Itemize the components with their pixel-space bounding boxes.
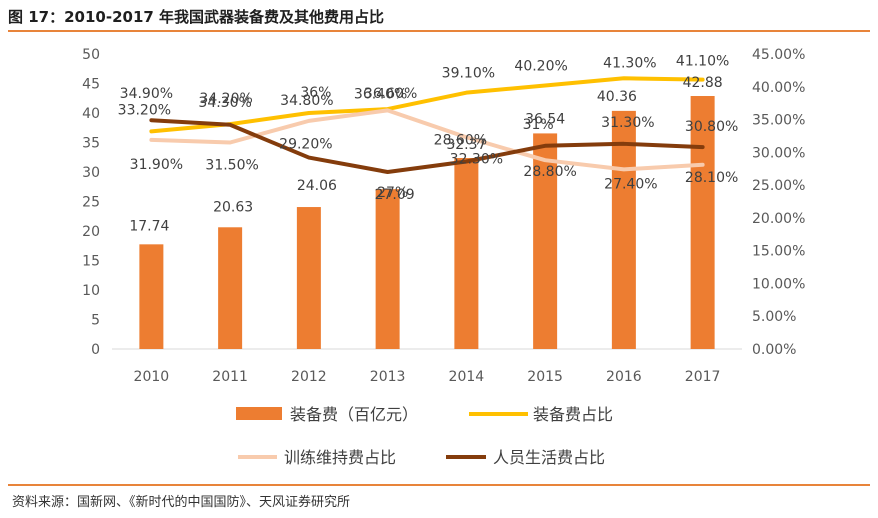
bar-equipment-cost bbox=[690, 96, 715, 350]
y2-axis-tick-label: 15.00% bbox=[752, 244, 805, 260]
chart-title: 图 17：2010-2017 年我国武器装备费及其他费用占比 bbox=[8, 8, 385, 26]
y-axis-tick-label: 40 bbox=[82, 106, 100, 122]
data-label-series-1: 36% bbox=[300, 85, 331, 101]
y2-axis-tick-label: 5.00% bbox=[752, 309, 796, 325]
bar-equipment-cost bbox=[139, 244, 164, 349]
data-label-equipment-cost: 24.06 bbox=[297, 178, 337, 194]
x-axis-tick-label: 2016 bbox=[606, 369, 642, 385]
y-axis-tick-label: 25 bbox=[82, 195, 100, 211]
y-axis-tick-label: 30 bbox=[82, 165, 100, 181]
data-label-equipment-cost: 40.36 bbox=[597, 89, 637, 105]
y-axis-tick-label: 20 bbox=[82, 224, 100, 240]
legend-label-training-share: 训练维持费占比 bbox=[284, 448, 396, 467]
x-axis-tick-label: 2011 bbox=[212, 369, 248, 385]
data-label-series-2: 34.80% bbox=[280, 93, 333, 109]
y-axis-tick-label: 50 bbox=[82, 47, 100, 63]
data-label-series-3: 30.80% bbox=[685, 119, 738, 135]
y2-axis-tick-label: 35.00% bbox=[752, 113, 805, 129]
y-axis-tick-label: 45 bbox=[82, 77, 100, 93]
bar-equipment-cost bbox=[296, 207, 321, 349]
legend-label-equipment-cost: 装备费（百亿元） bbox=[290, 405, 418, 424]
y2-axis-tick-label: 0.00% bbox=[752, 342, 796, 358]
legend-swatch-equipment-cost bbox=[236, 407, 282, 420]
bar-equipment-cost bbox=[533, 133, 558, 349]
data-label-series-1: 41.30% bbox=[603, 55, 656, 71]
y-axis-tick-label: 5 bbox=[91, 313, 100, 329]
data-label-series-1: 41.10% bbox=[676, 54, 729, 70]
x-axis-tick-label: 2013 bbox=[370, 369, 406, 385]
bar-equipment-cost bbox=[218, 227, 243, 349]
data-label-series-3: 34.90% bbox=[120, 86, 173, 102]
y2-axis-tick-label: 20.00% bbox=[752, 211, 805, 227]
x-axis-tick-label: 2014 bbox=[449, 369, 485, 385]
x-axis-tick-label: 2017 bbox=[685, 369, 721, 385]
data-label-series-3: 29.20% bbox=[279, 137, 332, 153]
y2-axis-tick-label: 45.00% bbox=[752, 47, 805, 63]
x-axis-tick-label: 2015 bbox=[527, 369, 563, 385]
data-label-equipment-cost: 17.74 bbox=[129, 218, 169, 234]
data-label-series-3: 27% bbox=[377, 185, 408, 201]
y-axis-tick-label: 15 bbox=[82, 254, 100, 270]
data-label-series-3: 28.60% bbox=[434, 133, 487, 149]
line-series-1 bbox=[149, 76, 705, 134]
data-label-equipment-cost: 42.88 bbox=[683, 75, 723, 91]
data-label-series-2: 31.50% bbox=[205, 158, 258, 174]
data-label-series-1: 33.20% bbox=[118, 102, 171, 118]
source-note: 资料来源：国新网、《新时代的中国国防》、天风证券研究所 bbox=[12, 495, 351, 510]
data-label-series-2: 28.10% bbox=[685, 170, 738, 186]
y2-axis-tick-label: 10.00% bbox=[752, 276, 805, 292]
data-label-series-2: 36.40% bbox=[354, 86, 407, 102]
data-label-series-3: 31% bbox=[523, 117, 554, 133]
data-label-series-2: 27.40% bbox=[604, 176, 657, 192]
y2-axis-tick-label: 40.00% bbox=[752, 80, 805, 96]
data-label-series-2: 28.80% bbox=[523, 164, 576, 180]
bar-equipment-cost bbox=[611, 110, 636, 349]
data-label-series-1: 39.10% bbox=[442, 66, 495, 82]
data-label-equipment-cost: 20.63 bbox=[213, 199, 253, 215]
data-label-series-1: 36.60% bbox=[364, 86, 417, 102]
y-axis-tick-label: 0 bbox=[91, 342, 100, 358]
y2-axis-tick-label: 25.00% bbox=[752, 178, 805, 194]
x-axis-tick-label: 2010 bbox=[134, 369, 170, 385]
data-label-series-1: 34.30% bbox=[198, 95, 251, 111]
bar-equipment-cost bbox=[375, 189, 400, 349]
data-label-series-3: 34.20% bbox=[199, 91, 252, 107]
y-axis-tick-label: 10 bbox=[82, 283, 100, 299]
bar-equipment-cost bbox=[454, 158, 479, 349]
data-label-equipment-cost: 27.09 bbox=[375, 187, 415, 203]
line-series-3 bbox=[149, 118, 705, 174]
y2-axis-tick-label: 30.00% bbox=[752, 145, 805, 161]
top-rule bbox=[8, 30, 870, 32]
legend-label-equipment-share: 装备费占比 bbox=[533, 405, 613, 424]
data-label-equipment-cost: 36.54 bbox=[525, 111, 565, 127]
data-label-equipment-cost: 32.37 bbox=[446, 137, 486, 153]
data-label-series-3: 31.30% bbox=[601, 115, 654, 131]
y-axis-tick-label: 35 bbox=[82, 136, 100, 152]
data-label-series-1: 40.20% bbox=[514, 58, 567, 74]
data-label-series-2: 31.90% bbox=[130, 157, 183, 173]
data-label-series-2: 32.30% bbox=[450, 151, 503, 167]
legend-label-personnel-share: 人员生活费占比 bbox=[493, 448, 605, 467]
x-axis-tick-label: 2012 bbox=[291, 369, 327, 385]
line-series-2 bbox=[149, 108, 705, 172]
bottom-rule bbox=[8, 484, 870, 486]
